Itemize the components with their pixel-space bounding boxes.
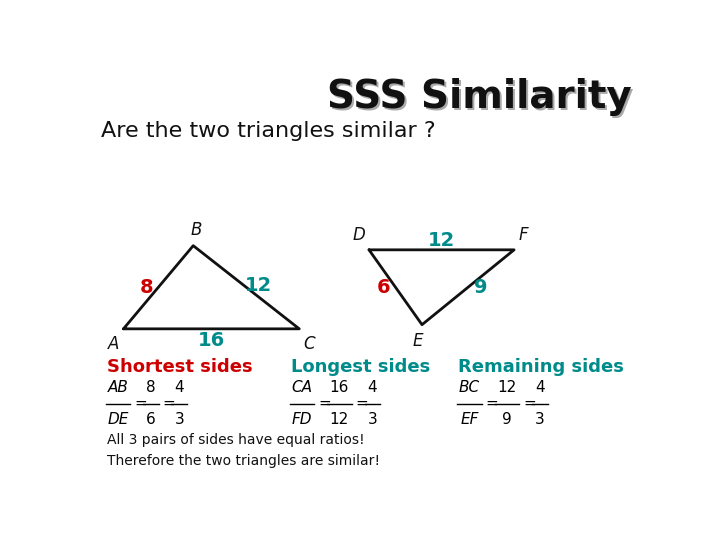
Text: E: E [413,332,423,350]
Text: Are the two triangles similar ?: Are the two triangles similar ? [101,121,436,141]
Text: Remaining sides: Remaining sides [459,358,624,376]
Text: =: = [134,396,147,411]
Text: B: B [190,221,202,239]
Text: 16: 16 [330,380,349,395]
Text: 9: 9 [502,413,512,427]
Text: 16: 16 [198,331,225,350]
Text: 4: 4 [535,380,544,395]
Text: SSS Similarity: SSS Similarity [326,78,631,116]
Text: 4: 4 [367,380,377,395]
Text: =: = [356,396,369,411]
Text: A: A [108,335,120,353]
Text: D: D [352,226,365,244]
Text: 6: 6 [377,278,390,297]
Text: EF: EF [460,413,479,427]
Text: =: = [523,396,536,411]
Text: C: C [303,335,315,353]
Text: 12: 12 [245,276,272,295]
Text: Shortest sides: Shortest sides [107,358,253,376]
Text: AB: AB [107,380,128,395]
Text: =: = [163,396,175,411]
Text: 8: 8 [146,380,156,395]
Text: FD: FD [292,413,312,427]
Text: Therefore the two triangles are similar!: Therefore the two triangles are similar! [107,454,379,468]
Text: 6: 6 [146,413,156,427]
Text: 12: 12 [498,380,516,395]
Text: =: = [318,396,331,411]
Text: 3: 3 [174,413,184,427]
Text: 3: 3 [367,413,377,427]
Text: 8: 8 [139,278,153,297]
Text: F: F [518,226,528,244]
Text: 9: 9 [474,278,487,297]
Text: All 3 pairs of sides have equal ratios!: All 3 pairs of sides have equal ratios! [107,433,364,447]
Text: 4: 4 [174,380,184,395]
Text: 12: 12 [330,413,349,427]
Text: 12: 12 [428,231,455,250]
Text: BC: BC [459,380,480,395]
Text: Longest sides: Longest sides [291,358,430,376]
Text: SSS Similarity: SSS Similarity [329,80,634,118]
Text: =: = [485,396,498,411]
Text: 3: 3 [535,413,544,427]
Text: DE: DE [107,413,129,427]
Text: CA: CA [292,380,312,395]
